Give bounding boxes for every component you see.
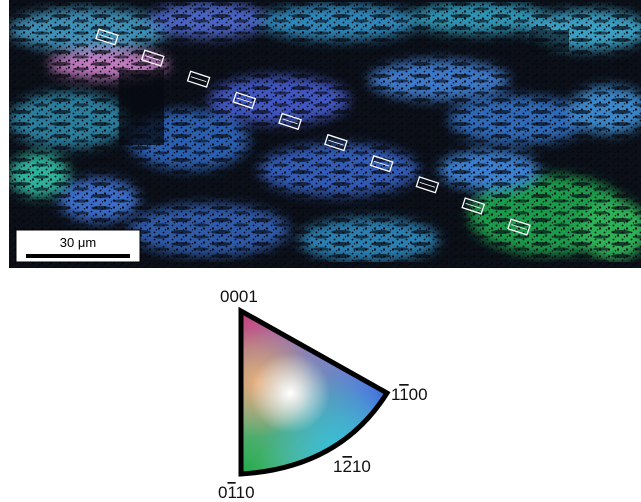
marker-group — [95, 28, 531, 236]
ipf-label-0001: 0001 — [220, 287, 258, 306]
measurement-marker — [461, 197, 486, 215]
measurement-marker — [186, 70, 211, 88]
measurement-marker — [140, 49, 165, 67]
ipf-color-key: 0001 1100 1210 0110 — [218, 287, 428, 502]
ipf-label-1-100: 1100 — [391, 385, 428, 404]
ipf-label-1-210: 1210 — [333, 457, 371, 476]
measurement-marker — [507, 218, 531, 236]
scale-bar-label: 30 μm — [60, 235, 96, 250]
measurement-marker — [232, 91, 257, 109]
ebsd-orientation-map: 30 μm — [9, 0, 641, 268]
measurement-marker — [278, 112, 302, 131]
measurement-marker — [369, 155, 394, 173]
measurement-marker — [324, 133, 348, 152]
measurement-marker — [95, 28, 119, 46]
scale-bar: 30 μm — [15, 229, 141, 263]
grain-texture — [9, 0, 641, 268]
scale-bar-line — [26, 254, 130, 258]
ipf-triangle-outline — [238, 306, 391, 477]
ipf-label-0-110: 0110 — [218, 483, 255, 502]
measurement-marker — [415, 176, 440, 194]
